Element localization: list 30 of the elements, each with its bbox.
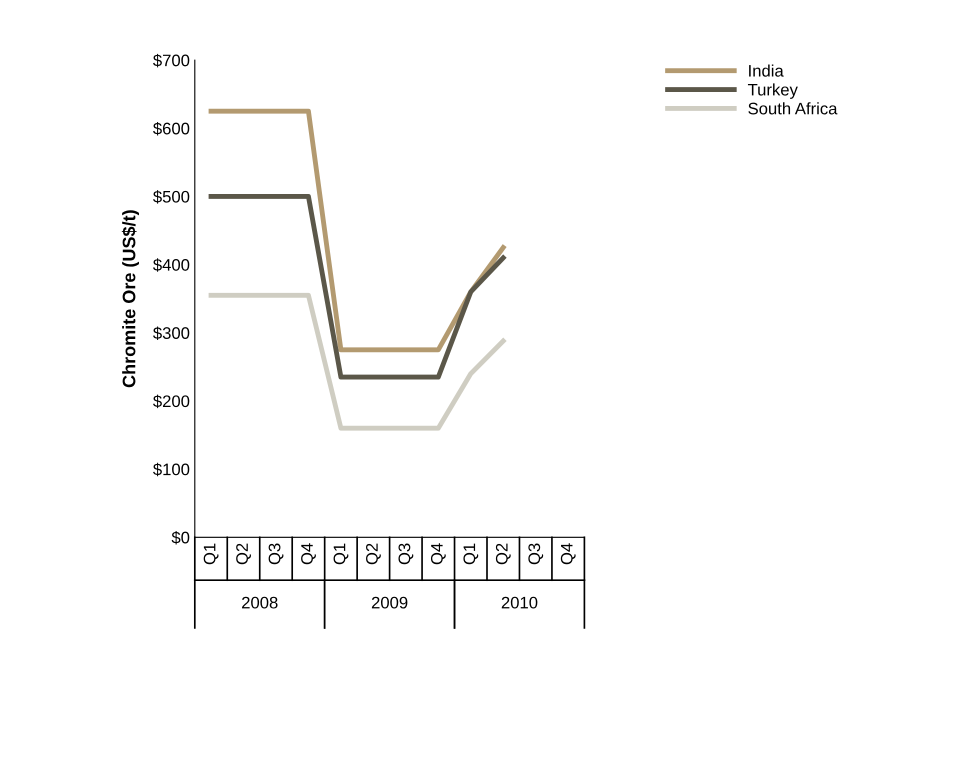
y-tick-label: $100 xyxy=(153,462,190,476)
x-tick-label: Q2 xyxy=(496,544,511,564)
x-tick-label: Q1 xyxy=(204,544,218,564)
y-tick-label: $700 xyxy=(153,54,190,68)
line-series xyxy=(208,108,506,352)
text: 2008 xyxy=(242,596,278,609)
x-tick-label: Q3 xyxy=(398,544,414,564)
x-tick-label: Q3 xyxy=(268,544,284,564)
x-tick-label: Q4 xyxy=(430,543,446,564)
y-tick-label: $500 xyxy=(153,190,190,204)
x-tick-label: Q1 xyxy=(334,544,348,564)
line-series xyxy=(208,194,506,380)
y-tick-label: $300 xyxy=(153,326,190,340)
y-tick-label: $400 xyxy=(153,258,190,272)
text: 2009 xyxy=(372,596,408,609)
x-tick-label: Q3 xyxy=(528,544,544,564)
x-tick-label: Q4 xyxy=(301,543,316,564)
y-tick-label: $600 xyxy=(153,122,190,136)
legend-label: India xyxy=(749,64,784,77)
legend-label: Turkey xyxy=(748,83,798,99)
x-tick-label: Q1 xyxy=(463,544,478,564)
y-tick-label: $0 xyxy=(172,530,190,544)
line-series xyxy=(208,292,506,431)
y-tick-label: $200 xyxy=(153,394,190,408)
y-axis-title: Chromite Ore (US$/t) xyxy=(122,210,139,388)
x-tick-label: Q2 xyxy=(236,544,251,564)
legend-label: South Africa xyxy=(748,102,838,114)
x-tick-label: Q2 xyxy=(366,544,381,564)
text: 2010 xyxy=(502,596,538,609)
x-tick-label: Q4 xyxy=(560,543,576,564)
